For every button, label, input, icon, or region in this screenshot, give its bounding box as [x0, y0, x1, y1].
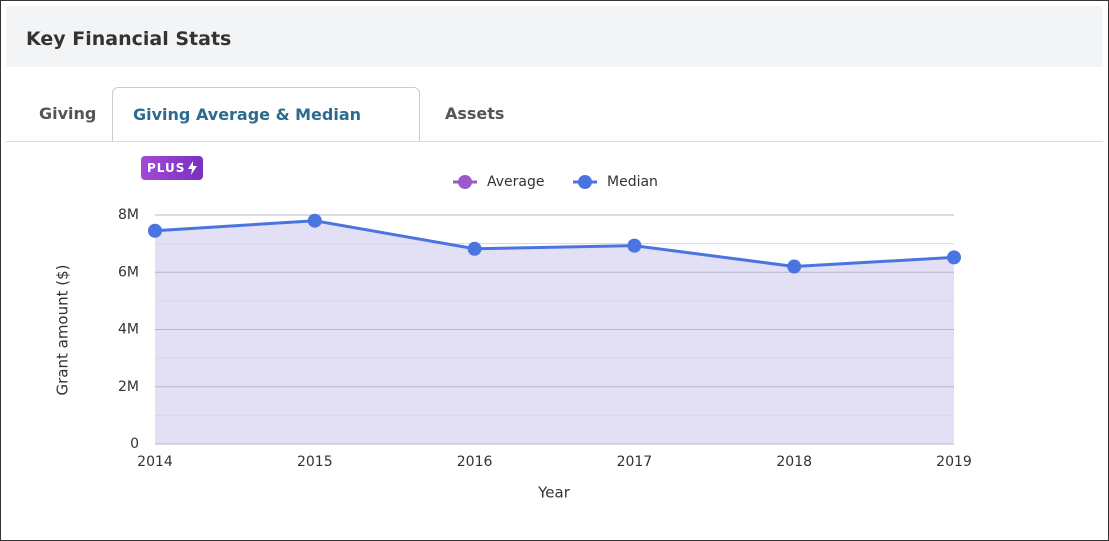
point	[307, 213, 322, 228]
point	[947, 250, 961, 265]
bolt-icon	[188, 161, 198, 175]
line	[154, 219, 955, 269]
y-tick-label: 2M	[118, 379, 139, 395]
tab-label: Giving Average & Median	[133, 105, 362, 124]
legend-label: Average	[487, 174, 545, 190]
legend-marker	[578, 175, 592, 189]
x-tick-label: 2017	[617, 454, 653, 470]
y-tick-label: 4M	[118, 322, 139, 338]
plus-badge: PLUS	[141, 155, 204, 180]
area	[155, 220, 954, 444]
point	[467, 241, 482, 256]
header-title: Key Financial Stats	[26, 28, 232, 50]
y-tick-label: 8M	[118, 207, 139, 223]
point	[787, 259, 802, 274]
tab-divider	[6, 141, 1103, 142]
x-tick-label: 2016	[457, 454, 493, 470]
tab[interactable]: Giving	[39, 104, 97, 123]
point	[148, 223, 162, 238]
x-tick-label: 2014	[137, 454, 173, 470]
badge-text: PLUS	[147, 160, 186, 175]
x-axis-label: Year	[537, 484, 571, 502]
y-tick-label: 0	[130, 436, 139, 452]
x-tick-label: 2019	[936, 454, 972, 470]
header: Key Financial Stats	[6, 6, 1103, 67]
tab[interactable]: Assets	[445, 104, 505, 123]
point	[627, 238, 642, 253]
x-tick-label: 2018	[776, 454, 812, 470]
legend-marker	[458, 175, 472, 189]
tab-active[interactable]: Giving Average & Median PLUS	[112, 87, 420, 180]
x-tick-label: 2015	[297, 454, 333, 470]
y-tick-label: 6M	[118, 264, 139, 280]
legend-label: Median	[607, 174, 658, 190]
y-axis-label: Grant amount ($)	[54, 264, 72, 395]
